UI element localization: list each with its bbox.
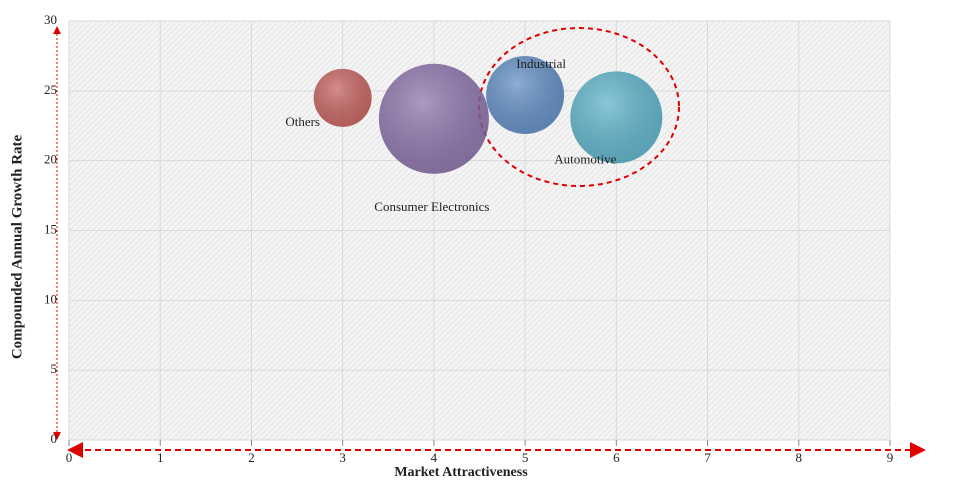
y-tick-label: 30 xyxy=(44,12,57,27)
x-tick-label: 1 xyxy=(157,450,164,465)
x-tick-label: 4 xyxy=(431,450,438,465)
x-tick-label: 2 xyxy=(248,450,255,465)
x-tick-label: 9 xyxy=(887,450,894,465)
bubble-label: Automotive xyxy=(554,151,616,166)
y-tick-label: 20 xyxy=(44,152,57,167)
bubble-label: Others xyxy=(285,114,320,129)
bubble xyxy=(313,68,372,127)
x-tick-label: 8 xyxy=(796,450,803,465)
bubble xyxy=(570,71,663,164)
y-tick-label: 10 xyxy=(44,291,57,306)
y-axis-label: Compounded Annual Growth Rate xyxy=(9,134,25,359)
x-tick-label: 7 xyxy=(704,450,711,465)
x-axis-label: Market Attractiveness xyxy=(394,465,528,480)
bubble-label: Consumer Electronics xyxy=(374,199,489,214)
bubble-label: Industrial xyxy=(516,56,566,71)
y-tick-label: 5 xyxy=(51,361,58,376)
x-tick-label: 0 xyxy=(66,450,73,465)
y-tick-label: 15 xyxy=(44,221,57,236)
x-tick-label: 5 xyxy=(522,450,529,465)
y-tick-label: 25 xyxy=(44,82,57,97)
bubble xyxy=(378,63,489,174)
x-tick-label: 6 xyxy=(613,450,620,465)
y-tick-label: 0 xyxy=(51,431,58,446)
x-tick-label: 3 xyxy=(339,450,346,465)
